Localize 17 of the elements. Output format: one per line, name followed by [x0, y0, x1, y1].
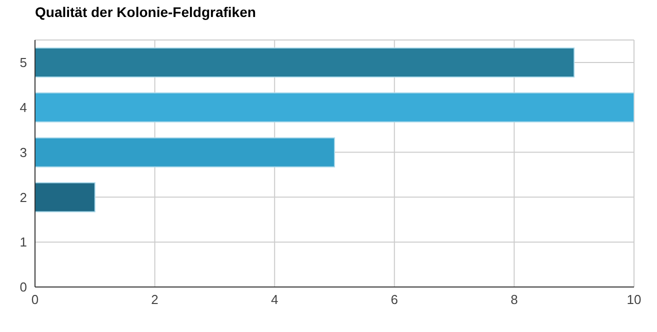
y-tick-label: 0 [20, 280, 27, 295]
y-tick-label: 2 [20, 190, 27, 205]
y-tick-label: 1 [20, 234, 27, 250]
y-tick-label: 3 [20, 144, 27, 160]
bar [35, 137, 335, 168]
x-tick-label: 0 [31, 292, 39, 308]
x-tick-label: 8 [510, 292, 518, 308]
x-tick-label: 6 [390, 292, 398, 308]
x-tick-label: 2 [151, 292, 158, 308]
chart-title: Qualität der Kolonie-Feldgrafiken [34, 3, 257, 22]
bar [35, 182, 96, 212]
y-tick-label: 4 [20, 100, 27, 115]
x-tick-label: 4 [270, 292, 278, 308]
x-tick-label: 10 [626, 292, 642, 308]
y-tick-label: 5 [20, 55, 27, 70]
bar [35, 48, 575, 78]
bar [35, 92, 634, 122]
